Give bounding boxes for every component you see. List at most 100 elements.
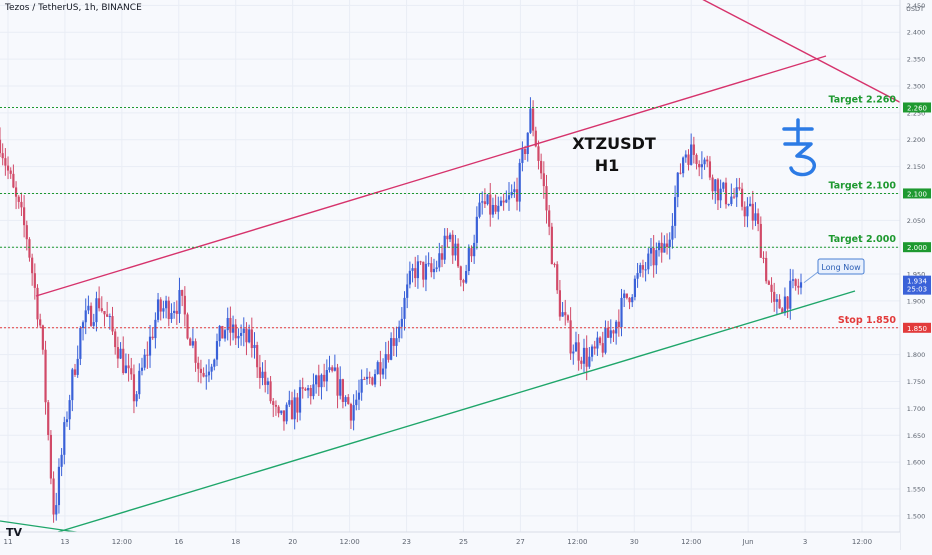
candle	[1, 143, 4, 166]
candle-body	[652, 247, 655, 266]
candle-body	[12, 173, 15, 188]
candle-body	[306, 387, 310, 391]
y-tick-label: 2.050	[907, 217, 926, 225]
candle	[673, 185, 677, 239]
candle-body	[87, 305, 90, 311]
candle-body	[339, 379, 342, 396]
candle	[545, 174, 548, 224]
candle-body	[242, 328, 245, 333]
candle-body	[647, 253, 650, 270]
candle-body	[473, 242, 476, 257]
candle	[213, 358, 216, 371]
candle	[9, 167, 12, 179]
candle	[558, 280, 561, 321]
candle	[63, 416, 66, 465]
candle-body	[465, 271, 468, 283]
candle-body	[515, 189, 519, 202]
candle	[497, 196, 500, 220]
candle-body	[612, 330, 615, 334]
candle-body	[213, 359, 216, 367]
candle	[657, 240, 661, 257]
candle-body	[797, 285, 800, 288]
candle	[553, 262, 556, 268]
candle	[89, 302, 93, 327]
candle	[71, 367, 74, 412]
y-tick-label: 1.950	[907, 271, 926, 279]
candle-body	[416, 261, 420, 279]
candle	[304, 387, 307, 391]
candle-body	[341, 379, 345, 403]
candle-body	[497, 205, 500, 212]
candle	[143, 349, 146, 371]
candle-body	[673, 197, 677, 226]
candle-body	[534, 130, 537, 147]
candle	[31, 253, 34, 286]
candle-body	[274, 404, 278, 407]
candle-body	[572, 351, 575, 354]
candle-body	[513, 189, 516, 192]
candle-body	[604, 327, 607, 353]
candle	[229, 306, 232, 346]
candle-body	[127, 365, 130, 369]
price-tag-label: 1.850	[907, 325, 927, 333]
candle	[328, 355, 331, 373]
candle	[376, 360, 379, 375]
candle	[205, 364, 208, 390]
candle-body	[783, 296, 787, 314]
candle	[598, 336, 602, 346]
candle-body	[770, 284, 773, 292]
candle	[210, 363, 213, 380]
candle-body	[234, 324, 237, 339]
candle-body	[202, 372, 205, 377]
candle-body	[84, 310, 87, 323]
candle	[379, 350, 382, 387]
symbol-header[interactable]: Tezos / TetherUS, 1h, BINANCE	[5, 3, 142, 13]
candle	[419, 260, 422, 265]
candle	[55, 492, 58, 521]
candle-body	[285, 404, 288, 422]
candle-body	[478, 202, 481, 217]
tezos-logo-stroke	[782, 118, 817, 177]
candle	[162, 300, 165, 319]
candle	[331, 365, 334, 373]
x-tick-label: 18	[231, 538, 240, 546]
candle	[87, 295, 90, 315]
candle	[250, 317, 253, 358]
candle-body	[304, 388, 307, 391]
candle	[100, 296, 103, 313]
candle-body	[446, 235, 449, 240]
candle	[523, 145, 527, 161]
candle	[644, 261, 647, 282]
candle-body	[467, 248, 470, 272]
candle	[727, 203, 730, 207]
tradingview-logo[interactable]: TV	[6, 526, 23, 539]
candle-body	[245, 328, 248, 343]
candle-body	[207, 371, 211, 376]
candle	[119, 342, 122, 359]
candle-body	[491, 205, 495, 215]
candle-body	[301, 387, 304, 389]
candle-body	[765, 257, 768, 282]
candle-body	[489, 194, 492, 215]
candle	[181, 289, 184, 307]
candle-body	[197, 362, 200, 369]
candle	[49, 430, 52, 485]
candle-body	[620, 297, 623, 328]
candle	[478, 193, 481, 219]
candle	[371, 376, 374, 386]
candle-body	[556, 264, 559, 291]
candle	[491, 197, 495, 218]
candle-body	[596, 337, 599, 349]
candle-body	[248, 329, 251, 343]
candle-body	[277, 406, 280, 414]
candle	[355, 390, 358, 411]
chart-title: XTZUSDT	[572, 134, 656, 153]
candle	[754, 202, 757, 227]
candle	[0, 127, 2, 158]
candle	[518, 158, 521, 212]
candle	[631, 294, 634, 308]
candle-body	[759, 223, 762, 258]
candle	[676, 171, 679, 208]
candle-body	[315, 375, 318, 385]
